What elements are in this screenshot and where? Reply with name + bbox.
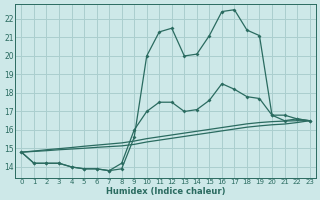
X-axis label: Humidex (Indice chaleur): Humidex (Indice chaleur) bbox=[106, 187, 225, 196]
